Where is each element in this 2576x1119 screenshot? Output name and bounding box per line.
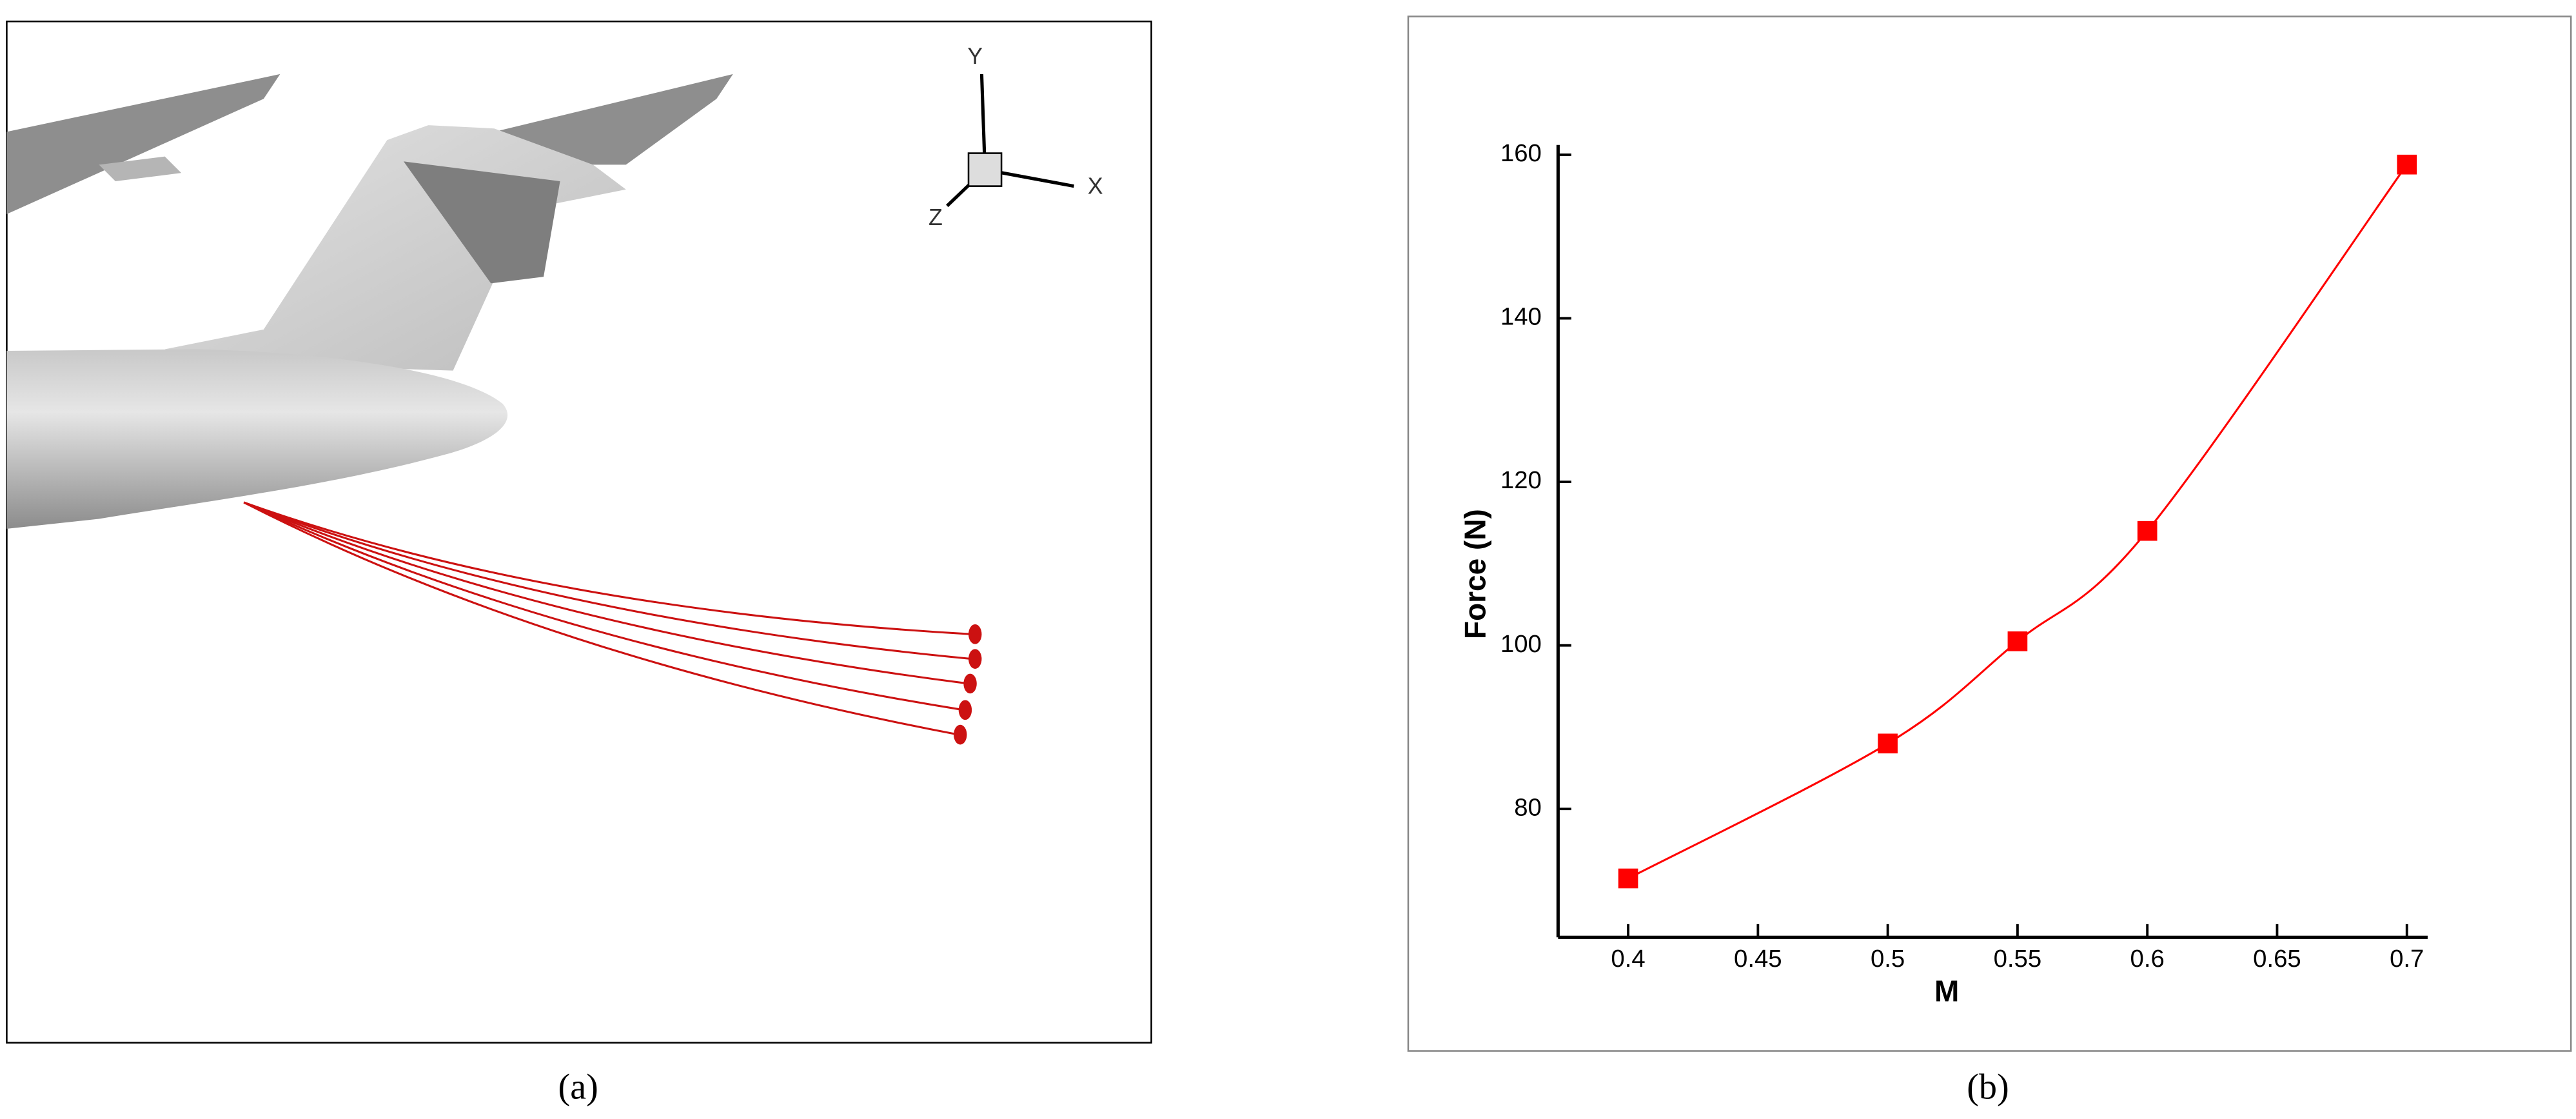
x-tick-label: 0.4 xyxy=(1611,945,1645,973)
fin-detail xyxy=(403,161,560,284)
fuselage xyxy=(6,349,508,529)
wing xyxy=(6,74,280,215)
x-tick-label: 0.7 xyxy=(2390,945,2424,973)
x-tick-label: 0.6 xyxy=(2130,945,2165,973)
marker xyxy=(2137,520,2158,541)
x-axis-label: M xyxy=(1934,974,1959,1007)
marker xyxy=(1878,733,1898,754)
cables xyxy=(243,501,972,736)
y-tick-label: 80 xyxy=(1514,793,1542,821)
triad-label: Z xyxy=(929,204,943,230)
caption: (b) xyxy=(1967,1067,2009,1107)
triad-label: X xyxy=(1088,173,1103,199)
panel-a: Y X Z xyxy=(6,20,1152,1044)
chart: 80 100 120 140 160 0.4 0.45 0.5 0.55 0.6 0.65 0.7 M F… xyxy=(1458,139,2428,1007)
x-tick-label: 0.45 xyxy=(1734,945,1782,973)
y-tick-label: 120 xyxy=(1500,466,1542,494)
y-tick-label: 140 xyxy=(1500,303,1542,331)
marker xyxy=(2397,154,2417,175)
caption: (a) xyxy=(558,1067,598,1107)
x-tick-label: 0.5 xyxy=(1871,945,1905,973)
x-tick-label: 0.65 xyxy=(2253,945,2301,973)
y-tick-label: 160 xyxy=(1500,139,1542,167)
engine xyxy=(99,156,182,181)
panel-frame xyxy=(1407,15,2572,1052)
y-axis-label: Force (N) xyxy=(1458,509,1491,639)
y-tick-label: 100 xyxy=(1500,630,1542,658)
stabilizer xyxy=(494,74,733,165)
triad xyxy=(946,74,1074,208)
x-tick-label: 0.55 xyxy=(1994,945,2042,973)
marker xyxy=(2007,631,2028,651)
drogues xyxy=(954,624,982,745)
line xyxy=(1627,164,2408,880)
marker xyxy=(1618,868,1638,889)
triad-label: Y xyxy=(967,43,983,69)
